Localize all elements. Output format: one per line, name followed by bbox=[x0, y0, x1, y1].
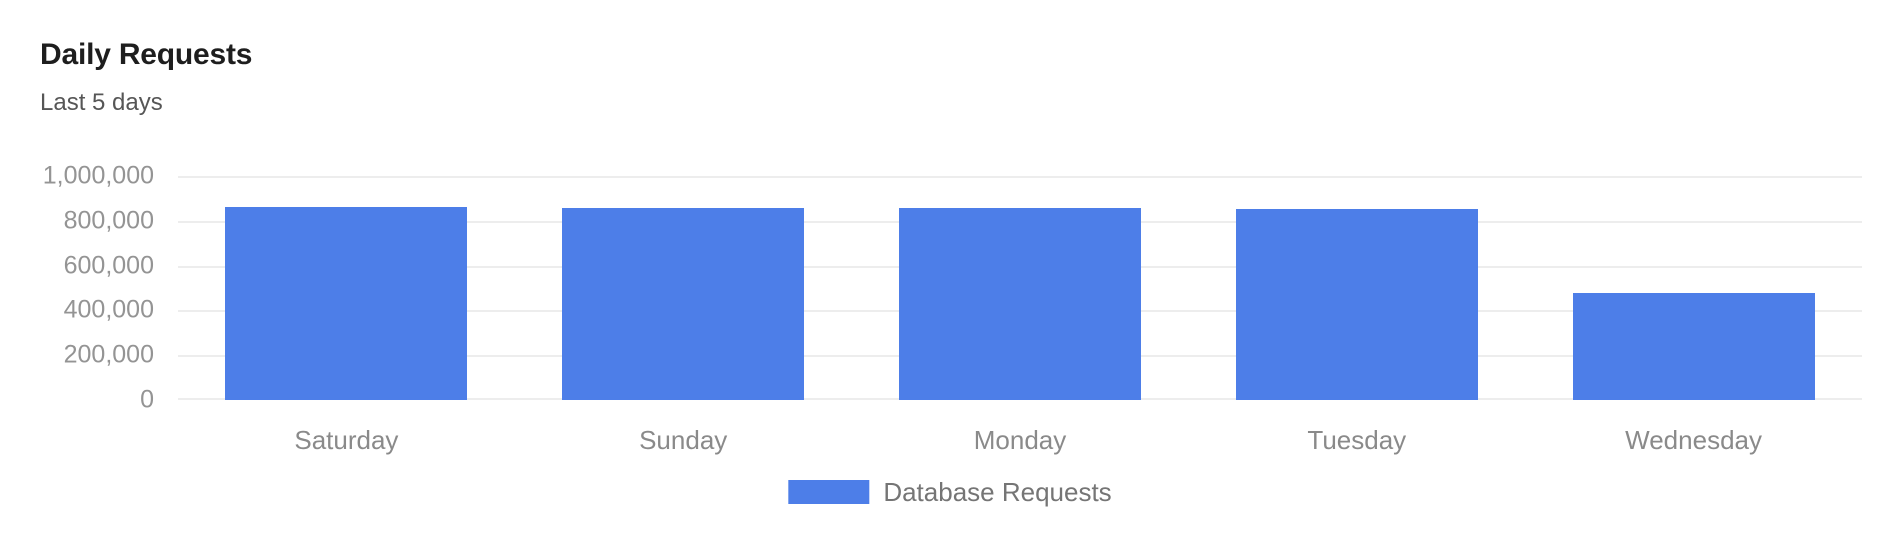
legend-color-swatch bbox=[788, 480, 870, 504]
x-axis-label-monday: Monday bbox=[973, 425, 1067, 455]
y-axis-tick-label: 400,000 bbox=[63, 295, 154, 324]
y-axis-tick-label: 800,000 bbox=[63, 206, 154, 235]
bar-saturday[interactable] bbox=[225, 207, 467, 400]
x-axis-label-wednesday: Wednesday bbox=[1625, 425, 1762, 455]
y-axis-tick-label: 200,000 bbox=[63, 340, 154, 369]
bar-tuesday[interactable] bbox=[1236, 209, 1478, 400]
x-axis-label-tuesday: Tuesday bbox=[1307, 425, 1407, 455]
x-axis-labels: Saturday Sunday Monday Tuesday Wednesday bbox=[178, 424, 1862, 456]
plot-area: 1,000,000 800,000 600,000 400,000 200,000 0 bbox=[43, 162, 1862, 414]
bar-monday[interactable] bbox=[899, 208, 1141, 400]
bar-wednesday[interactable] bbox=[1573, 293, 1815, 400]
bar-sunday[interactable] bbox=[562, 208, 804, 400]
legend-item-database-requests[interactable]: Database Requests bbox=[788, 476, 1112, 508]
y-axis-tick-label: 0 bbox=[140, 385, 154, 414]
y-axis-tick-label: 600,000 bbox=[63, 251, 154, 280]
legend-label: Database Requests bbox=[883, 477, 1112, 507]
x-axis-label-sunday: Sunday bbox=[639, 425, 728, 455]
gridline bbox=[178, 176, 1862, 178]
chart-title: Daily Requests bbox=[40, 38, 253, 71]
x-axis-label-saturday: Saturday bbox=[294, 425, 399, 455]
y-axis-tick-label: 1,000,000 bbox=[42, 161, 154, 190]
chart-subtitle: Last 5 days bbox=[40, 89, 163, 116]
